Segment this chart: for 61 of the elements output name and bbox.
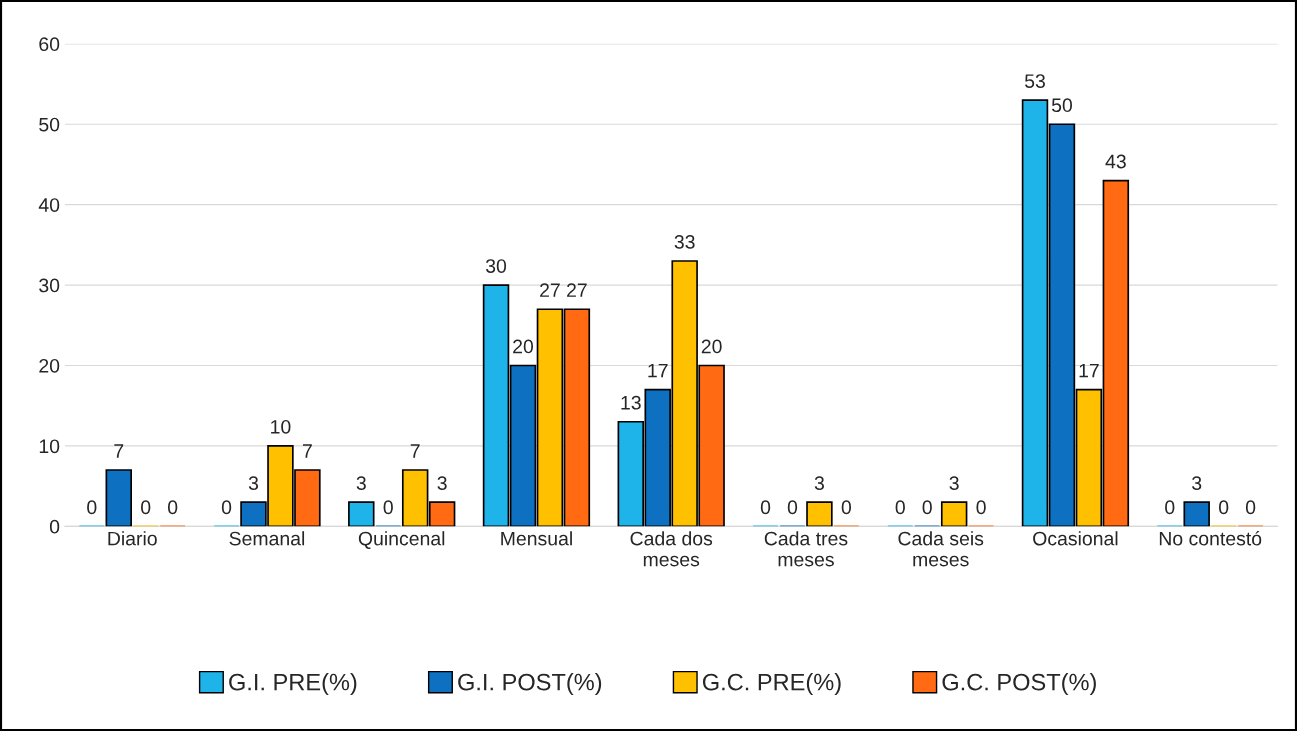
x-tick-label: Mensual <box>501 531 572 546</box>
y-tick-label: 20 <box>39 358 60 373</box>
data-label: 30 <box>485 259 507 273</box>
y-tick-label: 0 <box>49 519 60 534</box>
data-label: 27 <box>540 283 560 297</box>
y-tick-label: 40 <box>38 198 60 212</box>
data-label: 17 <box>648 363 668 378</box>
data-label: 3 <box>437 476 447 491</box>
y-tick-label: 60 <box>39 37 60 52</box>
data-label: 0 <box>760 500 771 515</box>
data-label: 0 <box>922 500 932 515</box>
legend-label: G.I. POST(%) <box>458 673 602 696</box>
data-label: 43 <box>1105 154 1126 169</box>
data-label: 3 <box>814 476 824 491</box>
data-label: 7 <box>302 444 312 458</box>
bar <box>105 469 132 527</box>
x-tick-label: Ocasional <box>1033 531 1118 546</box>
data-label: 0 <box>1165 500 1175 515</box>
data-label: 0 <box>787 500 798 515</box>
data-label: 13 <box>621 395 641 410</box>
y-tick-label: 10 <box>39 439 60 454</box>
data-label: 27 <box>567 283 587 297</box>
bar <box>806 501 833 527</box>
data-label: 3 <box>1192 476 1202 491</box>
data-label: 0 <box>87 500 97 515</box>
x-tick-label: Quincenal <box>358 531 445 549</box>
data-label: 50 <box>1051 98 1073 113</box>
data-label: 0 <box>383 500 393 515</box>
data-label: 3 <box>248 476 259 491</box>
data-label: 20 <box>701 339 722 354</box>
data-label: 0 <box>976 500 986 515</box>
data-label: 0 <box>141 500 151 515</box>
bar <box>1183 501 1210 527</box>
data-label: 3 <box>949 476 959 491</box>
data-label: 3 <box>356 476 366 491</box>
y-tick-label: 50 <box>39 117 60 132</box>
x-tick-label: Cada tres meses <box>764 531 848 567</box>
bar <box>940 501 968 527</box>
data-label: 0 <box>841 500 852 515</box>
x-tick-label: Cada seis meses <box>898 531 984 567</box>
bar <box>348 501 375 527</box>
data-label: 0 <box>221 500 232 515</box>
data-label: 17 <box>1079 363 1099 378</box>
data-label: 0 <box>895 500 905 515</box>
x-tick-label: Diario <box>108 531 157 546</box>
data-label: 33 <box>674 235 695 249</box>
y-tick-label: 30 <box>39 278 60 293</box>
legend-label: G.I. PRE(%) <box>229 673 357 696</box>
data-label: 7 <box>410 444 420 458</box>
legend-label: G.C. POST(%) <box>942 673 1096 696</box>
data-label: 10 <box>271 419 291 434</box>
data-label: 0 <box>168 500 178 515</box>
data-label: 20 <box>513 339 534 354</box>
data-label: 0 <box>1245 500 1256 515</box>
x-tick-label: Cada dos meses <box>630 531 713 567</box>
data-label: 7 <box>114 444 124 458</box>
x-tick-label: No contestó <box>1159 530 1262 546</box>
data-label: 0 <box>1219 500 1229 515</box>
x-tick-label: Semanal <box>229 531 305 546</box>
legend-label: G.C. PRE(%) <box>702 673 841 696</box>
data-label: 53 <box>1024 74 1045 88</box>
